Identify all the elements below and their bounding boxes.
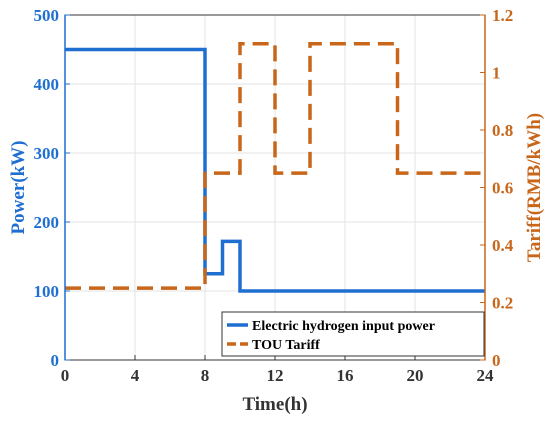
y-right-tick-label: 1.2: [492, 6, 513, 25]
y-right-tick-label: 1: [492, 64, 501, 83]
x-tick-label: 12: [267, 366, 284, 385]
y-left-tick-label: 300: [34, 144, 60, 163]
y-left-tick-label: 200: [34, 213, 60, 232]
ticks-layer: 0 4 8 12 16 20 24010020030040050000.20.40.60.8…: [34, 6, 514, 385]
x-tick-label: 20: [407, 366, 424, 385]
y-left-tick-label: 400: [34, 75, 60, 94]
grid: [64, 14, 486, 361]
y-right-tick-label: 0.8: [492, 121, 513, 140]
series-layer: [65, 42, 485, 293]
legend: Electric hydrogen input power TOU Tariff: [221, 311, 485, 357]
y-right-tick-label: 0.4: [492, 236, 514, 255]
legend-box: [221, 311, 485, 357]
x-tick-label: 24: [477, 366, 495, 385]
x-tick-label: 4: [131, 366, 140, 385]
y-right-tick-label: 0: [492, 351, 501, 370]
x-tick-label: 16: [337, 366, 354, 385]
y-right-tick-label: 0.2: [492, 294, 513, 313]
y-left-tick-label: 500: [34, 6, 60, 25]
y-left-tick-label: 100: [34, 282, 60, 301]
x-tick-label: 0: [61, 366, 70, 385]
legend-label-power: Electric hydrogen input power: [252, 319, 435, 334]
legend-label-tariff: TOU Tariff: [252, 338, 320, 353]
y-axis-right-title: Tariff(RMB/kWh): [524, 113, 545, 262]
y-left-tick-label: 0: [51, 351, 60, 370]
power-line: [65, 47, 485, 293]
tariff-line: [65, 42, 485, 290]
x-axis-title: Time(h): [242, 394, 307, 415]
y-axis-left-title: Power(kW): [8, 141, 29, 235]
y-right-tick-label: 0.6: [492, 179, 513, 198]
x-tick-label: 8: [201, 366, 210, 385]
